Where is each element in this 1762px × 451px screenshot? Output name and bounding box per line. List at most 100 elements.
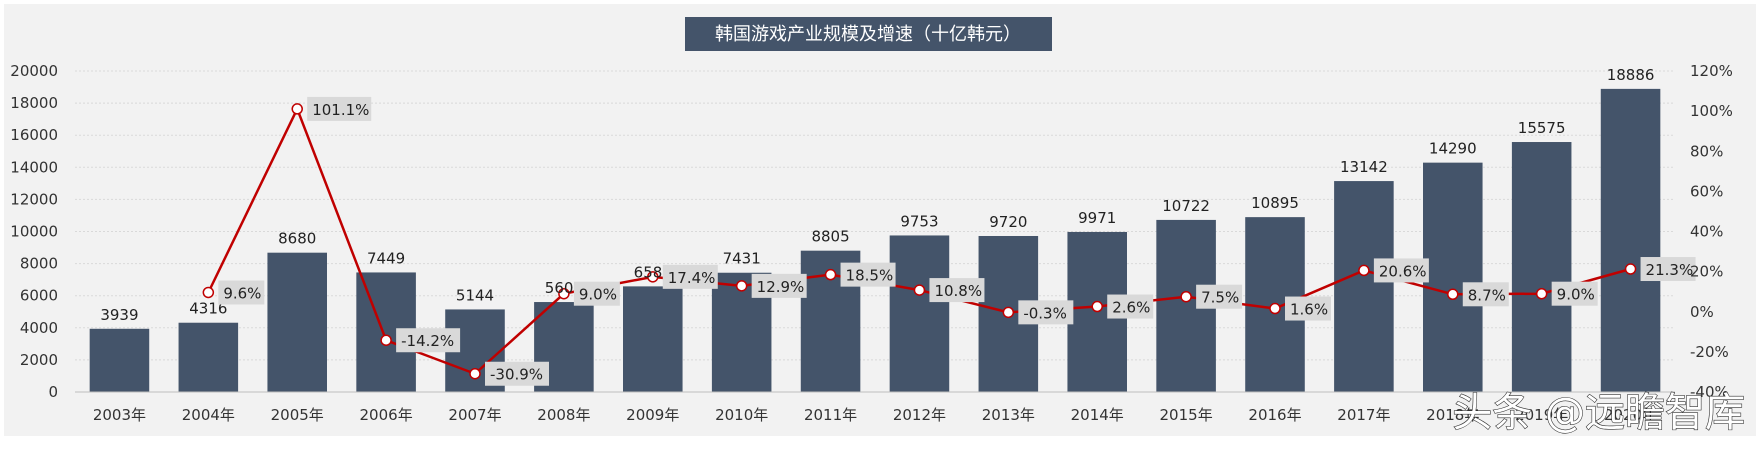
left-axis-tick-label: 20000	[10, 62, 58, 80]
growth-label: 9.6%	[223, 284, 261, 302]
growth-label: 18.5%	[846, 267, 894, 285]
chart-title: 韩国游戏产业规模及增速（十亿韩元）	[715, 24, 1021, 45]
growth-label: 9.0%	[1557, 286, 1595, 304]
x-axis-tick-label: 2016年	[1248, 406, 1301, 424]
x-axis-tick-label: 2020年	[1604, 406, 1657, 424]
bar-value-label: 9720	[989, 213, 1027, 231]
bar	[1334, 181, 1394, 392]
growth-label: 9.0%	[579, 286, 617, 304]
bar	[623, 286, 683, 392]
x-axis-tick-label: 2017年	[1337, 406, 1390, 424]
growth-point	[1091, 300, 1103, 313]
chart-title-background	[685, 17, 1052, 51]
growth-point	[291, 103, 303, 115]
bar-value-label: 14290	[1429, 140, 1477, 158]
bar	[1600, 88, 1661, 392]
bar-value-label: 10895	[1251, 194, 1299, 212]
right-axis-tick-label: 20%	[1690, 263, 1723, 281]
x-axis-tick-label: 2006年	[360, 406, 413, 424]
growth-label-box	[929, 278, 985, 303]
growth-label: -0.3%	[1023, 304, 1067, 322]
growth-label-box	[1551, 281, 1598, 306]
x-axis-tick-label: 2018年	[1426, 406, 1479, 424]
left-axis-tick-label: 18000	[10, 94, 58, 112]
left-axis-tick-label: 10000	[10, 223, 58, 241]
bar-value-label: 3939	[100, 306, 138, 324]
right-axis-tick-label: 60%	[1690, 182, 1723, 200]
growth-label-box	[1196, 284, 1243, 309]
growth-point	[1624, 263, 1637, 275]
bar-value-label: 15575	[1518, 119, 1566, 137]
growth-label: 2.6%	[1112, 299, 1150, 317]
plot-background	[4, 4, 1756, 436]
growth-label-box	[1107, 294, 1154, 319]
x-axis-tick-label: 2010年	[715, 406, 768, 424]
watermark: 头条 @远瞻智库	[1452, 390, 1745, 436]
bar	[89, 328, 150, 392]
growth-point	[1180, 290, 1192, 303]
growth-point	[1002, 306, 1015, 319]
growth-label: 17.4%	[668, 269, 716, 287]
growth-label-box	[751, 273, 807, 298]
growth-label-box	[218, 280, 265, 305]
bar-value-label: 10722	[1162, 197, 1210, 215]
growth-label: 1.6%	[1290, 301, 1328, 319]
left-axis-tick-label: 0	[48, 383, 58, 401]
x-axis-tick-label: 2011年	[804, 406, 857, 424]
bar	[267, 252, 327, 392]
growth-point	[1269, 302, 1281, 315]
growth-label: 101.1%	[312, 101, 369, 119]
growth-label: 21.3%	[1646, 261, 1694, 279]
right-axis-tick-label: -40%	[1690, 383, 1729, 401]
bar-value-label: 9971	[1078, 209, 1116, 227]
growth-point	[558, 287, 570, 300]
growth-label-box	[307, 96, 372, 121]
growth-label-box	[1018, 300, 1074, 325]
growth-label-box	[840, 262, 896, 287]
growth-point	[1535, 287, 1548, 300]
left-axis-tick-label: 4000	[20, 319, 58, 337]
x-axis-tick-label: 2007年	[448, 406, 501, 424]
growth-point	[1358, 264, 1370, 277]
growth-label-box	[1640, 257, 1696, 282]
x-axis-tick-label: 2015年	[1160, 406, 1213, 424]
bar-value-label: 13142	[1340, 158, 1388, 176]
growth-label: 8.7%	[1468, 286, 1506, 304]
growth-label: 10.8%	[934, 282, 982, 300]
growth-label: 7.5%	[1201, 289, 1239, 307]
bar-value-label: 7431	[723, 250, 761, 268]
bar-value-label: 8805	[811, 228, 849, 246]
growth-point	[469, 367, 481, 380]
x-axis-tick-label: 2009年	[626, 406, 679, 424]
bar	[1511, 142, 1572, 392]
growth-label-box	[1285, 296, 1331, 321]
growth-label-box	[662, 264, 718, 289]
bar-value-label: 5605	[545, 279, 583, 297]
left-axis-tick-label: 16000	[10, 126, 58, 144]
growth-point	[380, 334, 392, 346]
bar-value-label: 5144	[456, 286, 494, 304]
x-axis-tick-label: 2004年	[182, 406, 235, 424]
bar	[889, 235, 950, 392]
growth-point	[824, 268, 837, 281]
left-axis-tick-label: 12000	[10, 190, 58, 208]
bar-value-label: 7449	[367, 249, 405, 267]
left-axis-tick-label: 8000	[20, 255, 58, 273]
left-axis-tick-label: 14000	[10, 158, 58, 176]
right-axis-tick-label: 40%	[1690, 223, 1723, 241]
left-axis-tick-label: 6000	[20, 287, 58, 305]
growth-point	[735, 280, 748, 292]
bar-value-label: 6581	[634, 263, 672, 281]
bar-value-label: 8680	[278, 230, 316, 248]
growth-label: -30.9%	[490, 366, 543, 384]
right-axis-tick-label: 0%	[1690, 303, 1714, 321]
left-axis-tick-label: 2000	[20, 351, 58, 369]
growth-label: 20.6%	[1379, 262, 1427, 280]
growth-label: -14.2%	[401, 332, 454, 350]
growth-point	[1447, 288, 1459, 301]
growth-point	[647, 271, 659, 283]
right-axis-tick-label: 80%	[1690, 142, 1723, 160]
growth-label: 12.9%	[757, 278, 805, 296]
